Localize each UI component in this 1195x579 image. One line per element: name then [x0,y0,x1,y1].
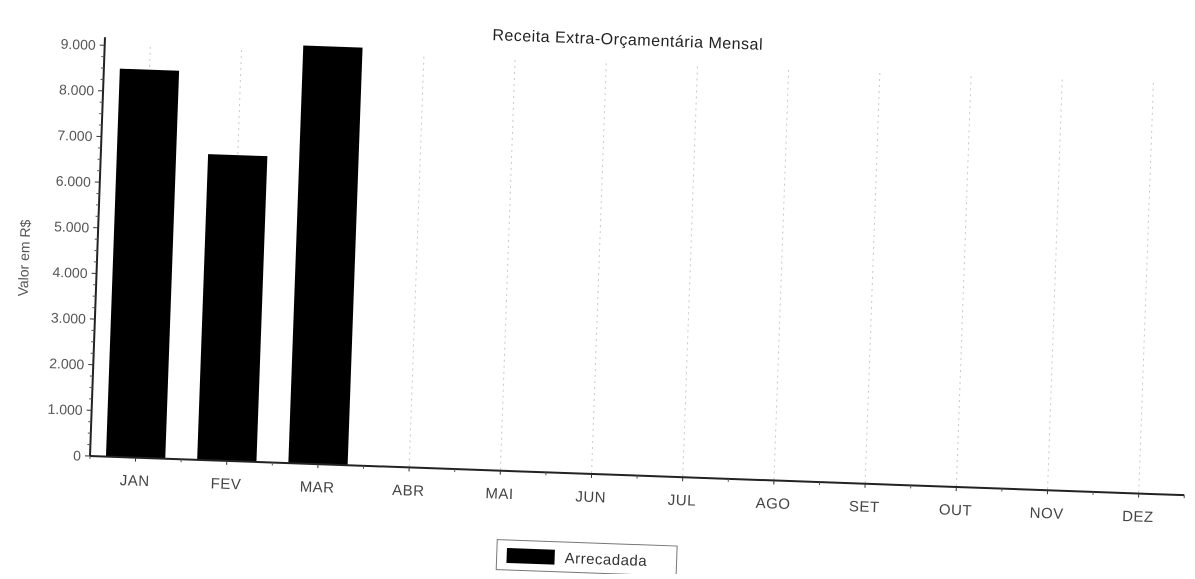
y-tick-label: 6.000 [55,173,91,190]
y-tick-label: 3.000 [51,310,87,327]
x-tick-label: JAN [120,472,150,490]
y-tick-label: 8.000 [59,81,95,98]
bar-fev [197,154,267,462]
y-tick-label: 7.000 [57,127,93,144]
x-tick-label: MAR [299,479,334,497]
y-tick-label: 9.000 [60,36,96,53]
gridline-nov [1048,80,1063,491]
chart-title: Receita Extra-Orçamentária Mensal [492,27,763,54]
x-tick-label: FEV [210,475,241,493]
gridline-abr [409,57,424,468]
y-axis-line [90,37,105,456]
bar-jan [106,69,179,459]
gridline-dez [1139,83,1154,494]
x-tick-label: JUL [668,492,697,510]
x-tick-label: MAI [485,485,514,503]
gridline-ago [774,70,789,481]
legend-swatch [506,548,555,565]
gridline-mai [500,60,515,471]
gridlines [136,47,1154,494]
y-tick-label: 4.000 [52,264,88,281]
x-tick-label: NOV [1029,505,1064,523]
bars [106,39,363,465]
x-tick-label: SET [849,498,880,516]
legend-label: Arrecadada [564,550,647,570]
y-tick-label: 0 [73,447,82,463]
y-axis-label: Valor em R$ [15,219,34,297]
x-tick-label: OUT [939,501,973,519]
gridline-jun [592,63,607,474]
y-tick-label: 1.000 [47,401,83,418]
legend: Arrecadada [496,540,677,574]
gridline-out [956,76,971,487]
x-tick-label: AGO [755,495,790,513]
gridline-set [865,73,880,484]
gridline-jul [683,66,698,477]
bar-mar [288,46,362,466]
y-tick-label: 5.000 [54,218,90,235]
x-tick-label: JUN [575,488,606,506]
y-tick-label: 2.000 [49,355,85,372]
x-ticks: JAN FEV MAR ABR MAI JUN JUL AGO SET OUT NOV DEZ [89,456,1184,527]
x-tick-label: ABR [392,482,425,500]
y-ticks: 0 1.000 2.000 3.000 4.000 5.000 6.000 7.000 8.00… [46,36,105,464]
x-tick-label: DEZ [1122,508,1154,526]
